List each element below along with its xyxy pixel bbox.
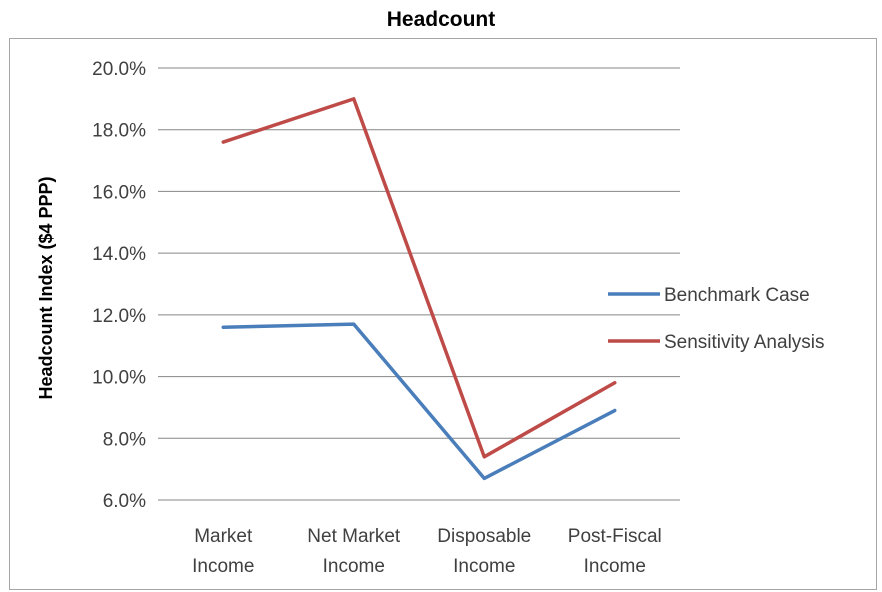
legend-label: Sensitivity Analysis	[664, 332, 825, 353]
y-tick-label: 12.0%	[92, 306, 146, 327]
gridlines	[158, 67, 680, 501]
y-tick-label: 10.0%	[92, 368, 146, 389]
chart-title: Headcount	[386, 8, 496, 31]
series-lines	[221, 97, 617, 481]
series-line-sensitivity-analysis	[221, 97, 617, 459]
chart-frame	[9, 38, 877, 590]
y-tick-label: 20.0%	[92, 59, 146, 80]
y-tick-label: 16.0%	[92, 182, 146, 203]
x-category-label: Income	[323, 556, 385, 577]
y-axis-tick-labels: 6.0% 8.0% 10.0% 12.0% 14.0% 16.0% 18.0% 20.0%	[92, 59, 146, 512]
x-category-label: Disposable	[437, 526, 531, 547]
y-tick-label: 6.0%	[103, 491, 146, 512]
series-line-benchmark-case	[221, 322, 617, 481]
x-category-label: Post-Fiscal	[568, 526, 662, 547]
legend: Benchmark Case Sensitivity Analysis	[608, 285, 825, 353]
x-category-label: Income	[453, 556, 515, 577]
x-axis-category-labels: Market Income Net Market Income Disposable In…	[192, 526, 662, 577]
y-axis-title: Headcount Index ($4 PPP)	[36, 176, 56, 399]
y-tick-label: 14.0%	[92, 244, 146, 265]
x-category-label: Income	[584, 556, 646, 577]
legend-label: Benchmark Case	[664, 285, 810, 306]
x-category-label: Income	[192, 556, 254, 577]
x-category-label: Market	[194, 526, 253, 547]
y-tick-label: 8.0%	[103, 429, 146, 450]
y-tick-label: 18.0%	[92, 121, 146, 142]
x-category-label: Net Market	[307, 526, 401, 547]
